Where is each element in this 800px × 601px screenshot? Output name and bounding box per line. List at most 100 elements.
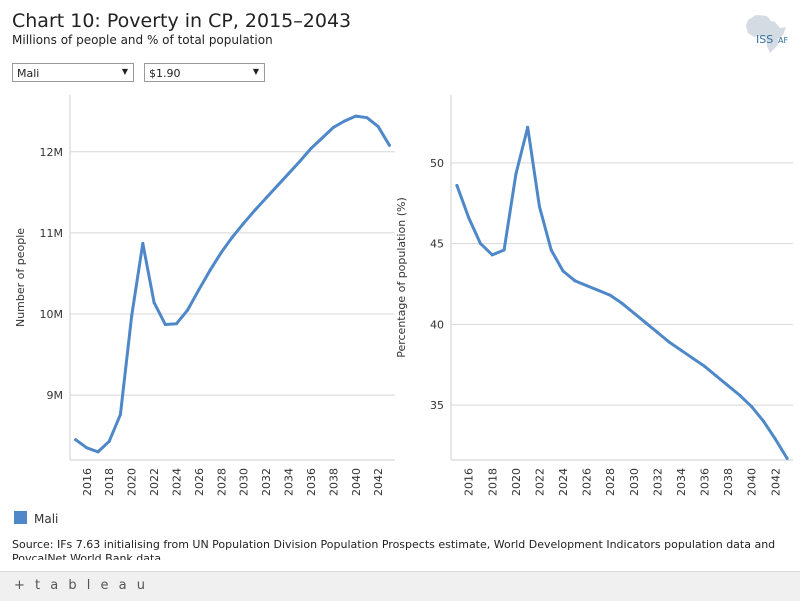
percent-chart-data-point[interactable] [691, 356, 695, 360]
people-chart-x-tick-label: 2030 [238, 468, 251, 496]
people-chart-data-point[interactable] [141, 241, 145, 245]
percent-chart-data-point[interactable] [561, 269, 565, 273]
people-chart-data-point[interactable] [287, 172, 291, 176]
percent-chart-data-point[interactable] [526, 125, 530, 129]
percent-chart-data-point[interactable] [490, 253, 494, 257]
dropdown-arrow-icon: ▼ [252, 67, 259, 76]
chart-title: Chart 10: Poverty in CP, 2015–2043 [12, 10, 352, 32]
people-chart-x-tick-label: 2022 [148, 468, 161, 496]
percent-chart-x-tick-label: 2016 [463, 468, 476, 496]
people-chart-data-point[interactable] [264, 196, 268, 200]
people-chart-data-point[interactable] [208, 268, 212, 272]
percent-chart-data-point[interactable] [703, 364, 707, 368]
people-chart-x-tick-label: 2020 [126, 468, 139, 496]
people-chart: 9M 10M 11M 12M 2016 2018 2020 2022 2024 2026 2028 2… [14, 95, 395, 496]
percent-chart-data-point[interactable] [644, 321, 648, 325]
percent-chart-data-point[interactable] [667, 340, 671, 344]
percent-chart-data-point[interactable] [537, 204, 541, 208]
percent-chart-y-axis-title: Percentage of population (%) [395, 197, 408, 358]
people-chart-data-point[interactable] [130, 314, 134, 318]
percent-chart-x-tick-label: 2036 [699, 468, 712, 496]
legend-swatch [14, 511, 27, 524]
people-chart-data-point[interactable] [309, 147, 313, 151]
people-chart-y-axis-title: Number of people [14, 228, 27, 327]
people-chart-x-tick-label: 2038 [327, 468, 340, 496]
africa-map-icon: ISS AF [746, 15, 788, 53]
percent-chart-data-point[interactable] [514, 172, 518, 176]
country-select-value: Mali [17, 67, 40, 80]
people-chart-x-tick-label: 2028 [215, 468, 228, 496]
chart-subtitle: Millions of people and % of total popula… [12, 33, 273, 47]
percent-chart-data-point[interactable] [632, 311, 636, 315]
percent-chart-data-point[interactable] [502, 248, 506, 252]
percent-chart-data-point[interactable] [679, 348, 683, 352]
percent-chart-data-point[interactable] [726, 384, 730, 388]
people-chart-data-point[interactable] [343, 119, 347, 123]
percent-chart-data-point[interactable] [596, 288, 600, 292]
dropdown-arrow-icon: ▼ [121, 67, 128, 76]
people-chart-x-tick-label: 2016 [81, 468, 94, 496]
people-chart-data-point[interactable] [320, 136, 324, 140]
people-chart-data-point[interactable] [174, 322, 178, 326]
percent-chart-data-point[interactable] [608, 293, 612, 297]
people-chart-data-point[interactable] [74, 438, 78, 442]
percent-chart-data-point[interactable] [762, 419, 766, 423]
percent-chart-data-point[interactable] [750, 405, 754, 409]
people-chart-data-point[interactable] [152, 301, 156, 305]
people-chart-data-point[interactable] [298, 160, 302, 164]
poverty-line-select-value: $1.90 [149, 67, 181, 80]
people-chart-x-tick-label: 2018 [103, 468, 116, 496]
percent-chart-x-tick-label: 2026 [581, 468, 594, 496]
source-note: Source: IFs 7.63 initialising from UN Po… [12, 538, 776, 560]
percent-chart-data-point[interactable] [714, 374, 718, 378]
percent-chart-y-tick-label: 45 [430, 238, 444, 251]
tableau-logo[interactable]: + t a b l e a u [14, 578, 148, 593]
people-chart-x-tick-label: 2024 [170, 468, 183, 496]
people-chart-data-point[interactable] [242, 221, 246, 225]
people-chart-data-point[interactable] [387, 143, 391, 147]
people-chart-data-point[interactable] [118, 413, 122, 417]
percent-chart-data-point[interactable] [455, 183, 459, 187]
people-chart-data-point[interactable] [197, 288, 201, 292]
people-chart-data-point[interactable] [376, 125, 380, 129]
percent-chart-data-point[interactable] [585, 284, 589, 288]
people-chart-data-point[interactable] [107, 439, 111, 443]
percent-chart-x-tick-label: 2032 [651, 468, 664, 496]
logo-text-iss: ISS [756, 33, 773, 46]
percent-chart-data-point[interactable] [478, 242, 482, 246]
percent-chart-x-tick-label: 2042 [769, 468, 782, 496]
people-chart-x-tick-label: 2036 [305, 468, 318, 496]
logo-text-af: AF [778, 36, 788, 45]
poverty-line-select[interactable]: $1.90 ▼ [144, 63, 265, 82]
percent-chart-data-point[interactable] [467, 216, 471, 220]
percent-chart-data-point[interactable] [785, 456, 789, 460]
people-chart-data-point[interactable] [163, 323, 167, 327]
people-chart-data-point[interactable] [231, 235, 234, 239]
percent-chart-data-point[interactable] [573, 279, 577, 283]
percent-chart-series-line-mali[interactable] [455, 125, 789, 460]
percent-chart-x-tick-label: 2018 [486, 468, 499, 496]
country-select[interactable]: Mali ▼ [12, 63, 134, 82]
people-chart-x-tick-label: 2026 [193, 468, 206, 496]
people-chart-data-point[interactable] [331, 125, 335, 129]
percent-chart-data-point[interactable] [549, 248, 553, 252]
people-chart-data-point[interactable] [96, 450, 100, 454]
iss-africa-logo[interactable]: ISS AF [740, 12, 790, 54]
people-chart-data-point[interactable] [85, 446, 89, 450]
percent-chart-data-point[interactable] [773, 437, 777, 441]
people-chart-data-point[interactable] [354, 114, 358, 118]
people-chart-data-point[interactable] [253, 208, 257, 212]
people-chart-data-point[interactable] [275, 184, 279, 188]
legend-label[interactable]: Mali [34, 512, 59, 526]
people-chart-data-point[interactable] [186, 308, 190, 312]
percent-chart-data-point[interactable] [620, 301, 624, 305]
people-chart-x-tick-label: 2034 [283, 468, 296, 496]
percent-chart-data-point[interactable] [655, 330, 659, 334]
percent-chart-x-tick-label: 2020 [510, 468, 523, 496]
people-chart-data-point[interactable] [219, 250, 223, 254]
percent-chart-x-tick-label: 2028 [604, 468, 617, 496]
percent-chart-x-tick-label: 2038 [722, 468, 735, 496]
people-chart-x-tick-label: 2032 [260, 468, 273, 496]
people-chart-data-point[interactable] [365, 116, 369, 120]
percent-chart-data-point[interactable] [738, 393, 742, 397]
